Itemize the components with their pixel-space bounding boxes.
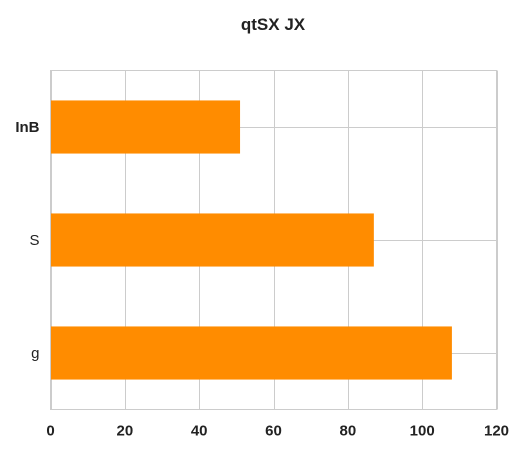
bar-layer (50, 100, 452, 380)
x-tick-label: 40 (191, 423, 208, 440)
bar-g (50, 326, 452, 380)
plot-frame (50, 70, 497, 410)
category-labels: InB Sg (15, 119, 39, 362)
category-label: g (31, 345, 39, 362)
chart-title: qtSX JX (241, 15, 306, 34)
bar-S (50, 213, 374, 267)
x-tick-labels: 0 20 40 60 80 100 120 (46, 423, 509, 440)
x-tick-label: 60 (265, 423, 282, 440)
x-tick-label: 100 (410, 423, 435, 440)
category-label: InB (15, 119, 39, 136)
category-label: S (29, 232, 39, 249)
x-tick-label: 120 (484, 423, 509, 440)
x-tick-label: 20 (116, 423, 133, 440)
bar-InB (50, 100, 241, 154)
x-tick-label: 80 (339, 423, 356, 440)
x-tick-label: 0 (46, 423, 54, 440)
